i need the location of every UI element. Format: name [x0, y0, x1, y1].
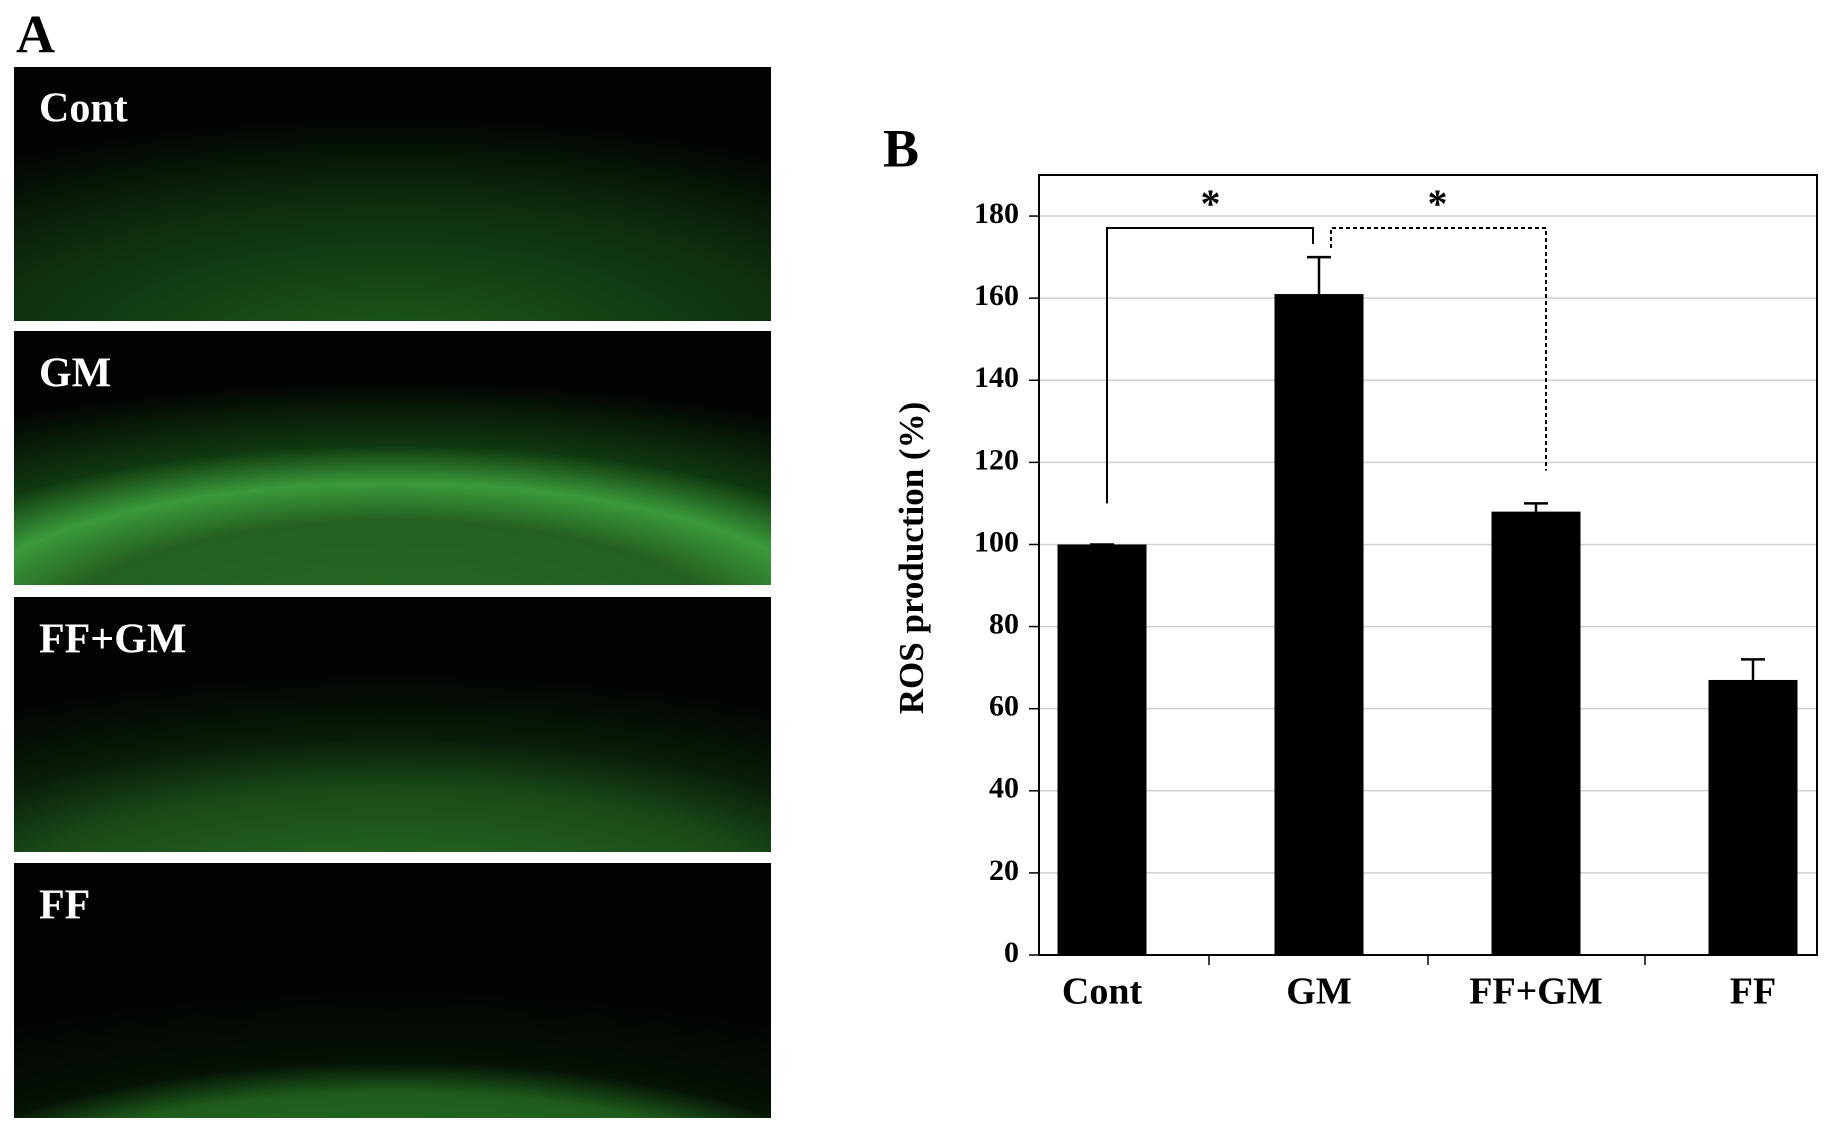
error-bar	[1307, 255, 1331, 295]
error-bar	[1524, 502, 1548, 512]
image	[14, 863, 771, 1118]
y-tick-label: 0	[1004, 936, 1019, 969]
image-label: FF	[39, 883, 90, 929]
x-tick-label: FF+GM	[1469, 971, 1603, 1013]
y-tick-label: 180	[974, 197, 1019, 230]
y-tick-label: 40	[989, 772, 1019, 805]
y-axis-title: ROS production (%)	[892, 402, 931, 714]
y-tick-label: 120	[974, 443, 1019, 476]
y-tick-label: 140	[974, 361, 1019, 394]
image	[14, 67, 771, 321]
bar	[1274, 294, 1364, 956]
significance-mark: *	[1201, 181, 1221, 226]
bar	[1708, 679, 1798, 955]
panel-label: B	[883, 118, 919, 178]
x-tick-label: Cont	[1062, 971, 1143, 1013]
y-tick-label: 60	[989, 690, 1019, 723]
panel-label: A	[16, 4, 55, 64]
significance-mark: *	[1428, 181, 1448, 226]
x-tick-label: FF	[1730, 971, 1776, 1013]
plot-frame	[1038, 174, 1818, 956]
image-label: FF+GM	[39, 617, 187, 663]
significance-bracket	[1106, 227, 1314, 504]
y-tick-label: 100	[974, 525, 1019, 558]
bar	[1491, 511, 1581, 955]
error-bar	[1741, 658, 1765, 680]
y-tick-label: 20	[989, 854, 1019, 887]
bar	[1057, 544, 1147, 955]
image	[14, 597, 771, 852]
significance-bracket	[1330, 227, 1547, 471]
image-label: Cont	[39, 86, 128, 132]
micrograph	[14, 67, 771, 1118]
image-label: GM	[39, 351, 111, 397]
y-tick-label: 160	[974, 279, 1019, 312]
x-tick-label: GM	[1286, 971, 1351, 1013]
y-tick-label: 80	[989, 607, 1019, 640]
image	[14, 331, 771, 585]
